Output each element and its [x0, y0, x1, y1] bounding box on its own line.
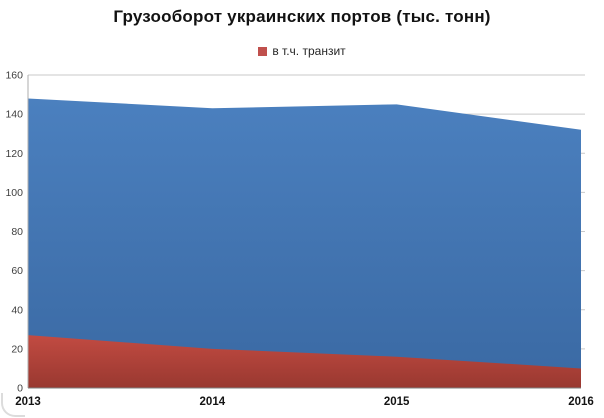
y-tick-label-100: 100 [5, 187, 23, 199]
x-tick-label-2015: 2015 [384, 396, 410, 408]
y-tick-label-160: 160 [5, 70, 23, 82]
y-tick-label-20: 20 [11, 343, 23, 355]
y-tick-label-80: 80 [11, 226, 23, 238]
y-tick-label-0: 0 [17, 383, 23, 395]
area-series-total [28, 98, 581, 388]
legend-swatch-transit-icon [258, 46, 268, 56]
y-tick-label-40: 40 [11, 304, 23, 316]
y-tick-label-60: 60 [11, 265, 23, 277]
chart-legend: в т.ч. транзит [0, 44, 604, 58]
chart-title: Грузооборот украинских портов (тыс. тонн… [113, 7, 491, 26]
x-tick-label-2016: 2016 [568, 396, 594, 408]
y-tick-label-120: 120 [5, 148, 23, 160]
legend-label-transit: в т.ч. транзит [272, 44, 346, 58]
area-series-transit [28, 335, 581, 388]
x-tick-label-2014: 2014 [200, 396, 226, 408]
y-tick-label-140: 140 [5, 109, 23, 121]
card-corner-decoration [1, 393, 25, 417]
